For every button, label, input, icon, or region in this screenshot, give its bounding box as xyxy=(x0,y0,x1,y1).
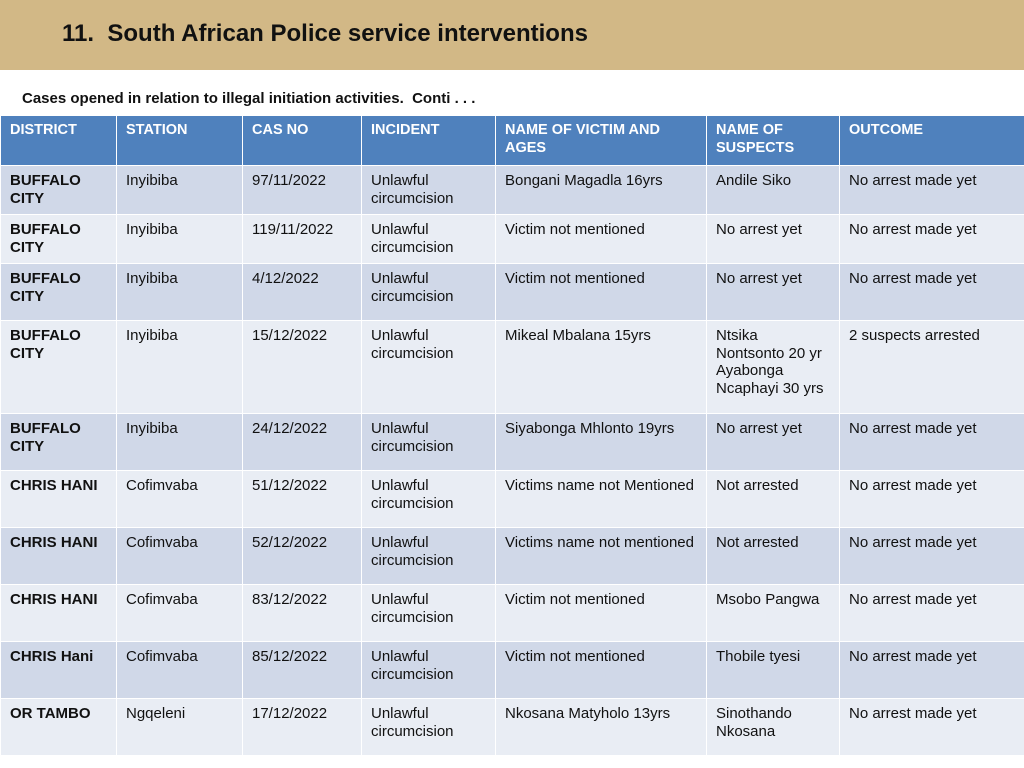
table-cell: Victim not mentioned xyxy=(495,584,707,642)
table-cell: Msobo Pangwa xyxy=(706,584,840,642)
table-cell: Unlawful circumcision xyxy=(361,165,496,215)
table-cell: 24/12/2022 xyxy=(242,413,362,471)
table-cell: No arrest yet xyxy=(706,263,840,321)
column-header: DISTRICT xyxy=(0,115,117,166)
table-cell: Mikeal Mbalana 15yrs xyxy=(495,320,707,414)
table-cell: Victim not mentioned xyxy=(495,641,707,699)
column-header: OUTCOME xyxy=(839,115,1024,166)
table-cell: Victims name not mentioned xyxy=(495,527,707,585)
table-row: CHRIS HANI Cofimvaba 83/12/2022 Unlawful ci… xyxy=(0,584,1024,642)
table-row: BUFFALO CITY Inyibiba 15/12/2022 Unlawful c… xyxy=(0,320,1024,414)
table-cell: Unlawful circumcision xyxy=(361,470,496,528)
table-cell: No arrest made yet xyxy=(839,641,1024,699)
header-row: DISTRICT STATION CAS NO INCIDENT NAME OF VIC… xyxy=(0,115,1024,166)
table-cell: Unlawful circumcision xyxy=(361,527,496,585)
table-cell: Unlawful circumcision xyxy=(361,641,496,699)
table-cell: Inyibiba xyxy=(116,165,243,215)
table-cell: Not arrested xyxy=(706,470,840,528)
table-cell: Cofimvaba xyxy=(116,527,243,585)
table-row: BUFFALO CITY Inyibiba 4/12/2022 Unlawful ci… xyxy=(0,263,1024,321)
table-cell: Cofimvaba xyxy=(116,641,243,699)
table-cell: No arrest made yet xyxy=(839,165,1024,215)
table-cell: Unlawful circumcision xyxy=(361,263,496,321)
table-cell: No arrest made yet xyxy=(839,214,1024,264)
column-header: INCIDENT xyxy=(361,115,496,166)
table-cell: No arrest made yet xyxy=(839,584,1024,642)
table-cell: 83/12/2022 xyxy=(242,584,362,642)
table-cell: Bongani Magadla 16yrs xyxy=(495,165,707,215)
table-cell: No arrest yet xyxy=(706,214,840,264)
table-cell: Nkosana Matyholo 13yrs xyxy=(495,698,707,756)
table-row: OR TAMBO Ngqeleni 17/12/2022 Unlawful circu… xyxy=(0,698,1024,756)
table-cell: CHRIS HANI xyxy=(0,584,117,642)
table-row: CHRIS Hani Cofimvaba 85/12/2022 Unlawful ci… xyxy=(0,641,1024,699)
table-cell: Unlawful circumcision xyxy=(361,413,496,471)
table-cell: BUFFALO CITY xyxy=(0,413,117,471)
table-cell: Ngqeleni xyxy=(116,698,243,756)
table-row: BUFFALO CITY Inyibiba 119/11/2022 Unlawful … xyxy=(0,214,1024,264)
table-cell: 52/12/2022 xyxy=(242,527,362,585)
table-cell: Cofimvaba xyxy=(116,470,243,528)
table-cell: Cofimvaba xyxy=(116,584,243,642)
table: DISTRICT STATION CAS NO INCIDENT NAME OF VIC… xyxy=(0,115,1024,756)
header-band xyxy=(0,0,1024,70)
table-cell: 97/11/2022 xyxy=(242,165,362,215)
table-cell: CHRIS HANI xyxy=(0,470,117,528)
table-cell: 51/12/2022 xyxy=(242,470,362,528)
table-cell: OR TAMBO xyxy=(0,698,117,756)
table-cell: Inyibiba xyxy=(116,214,243,264)
table-cell: Ntsika Nontsonto 20 yr Ayabonga Ncaphayi… xyxy=(706,320,840,414)
table-cell: Victim not mentioned xyxy=(495,263,707,321)
table-cell: No arrest made yet xyxy=(839,698,1024,756)
table-cell: BUFFALO CITY xyxy=(0,165,117,215)
table-row: BUFFALO CITY Inyibiba 97/11/2022 Unlawful c… xyxy=(0,165,1024,215)
table-cell: Inyibiba xyxy=(116,263,243,321)
table-cell: Inyibiba xyxy=(116,413,243,471)
page-title: 11. South African Police service interve… xyxy=(62,20,588,47)
table-cell: Thobile tyesi xyxy=(706,641,840,699)
table-cell: BUFFALO CITY xyxy=(0,320,117,414)
table-cell: No arrest made yet xyxy=(839,413,1024,471)
table-cell: 85/12/2022 xyxy=(242,641,362,699)
table-cell: Unlawful circumcision xyxy=(361,320,496,414)
table-cell: Andile Siko xyxy=(706,165,840,215)
table-cell: Unlawful circumcision xyxy=(361,214,496,264)
table-cell: No arrest made yet xyxy=(839,470,1024,528)
table-cell: 4/12/2022 xyxy=(242,263,362,321)
table-cell: CHRIS HANI xyxy=(0,527,117,585)
subtitle: Cases opened in relation to illegal init… xyxy=(22,90,476,107)
column-header: NAME OF SUSPECTS xyxy=(706,115,840,166)
table-cell: Victim not mentioned xyxy=(495,214,707,264)
table-cell: Inyibiba xyxy=(116,320,243,414)
table-cell: 17/12/2022 xyxy=(242,698,362,756)
table-cell: Not arrested xyxy=(706,527,840,585)
table-cell: CHRIS Hani xyxy=(0,641,117,699)
table-cell: BUFFALO CITY xyxy=(0,214,117,264)
table-cell: BUFFALO CITY xyxy=(0,263,117,321)
table-cell: Sinothando Nkosana xyxy=(706,698,840,756)
table-cell: Unlawful circumcision xyxy=(361,698,496,756)
table-cell: 2 suspects arrested xyxy=(839,320,1024,414)
table-cell: No arrest yet xyxy=(706,413,840,471)
column-header: STATION xyxy=(116,115,243,166)
table-cell: 119/11/2022 xyxy=(242,214,362,264)
column-header: CAS NO xyxy=(242,115,362,166)
table-row: CHRIS HANI Cofimvaba 52/12/2022 Unlawful ci… xyxy=(0,527,1024,585)
table-row: BUFFALO CITY Inyibiba 24/12/2022 Unlawful c… xyxy=(0,413,1024,471)
table-cell: No arrest made yet xyxy=(839,263,1024,321)
column-header: NAME OF VICTIM AND AGES xyxy=(495,115,707,166)
table-row: CHRIS HANI Cofimvaba 51/12/2022 Unlawful ci… xyxy=(0,470,1024,528)
table-cell: Siyabonga Mhlonto 19yrs xyxy=(495,413,707,471)
table-cell: 15/12/2022 xyxy=(242,320,362,414)
table-cell: Victims name not Mentioned xyxy=(495,470,707,528)
table-cell: No arrest made yet xyxy=(839,527,1024,585)
table-cell: Unlawful circumcision xyxy=(361,584,496,642)
